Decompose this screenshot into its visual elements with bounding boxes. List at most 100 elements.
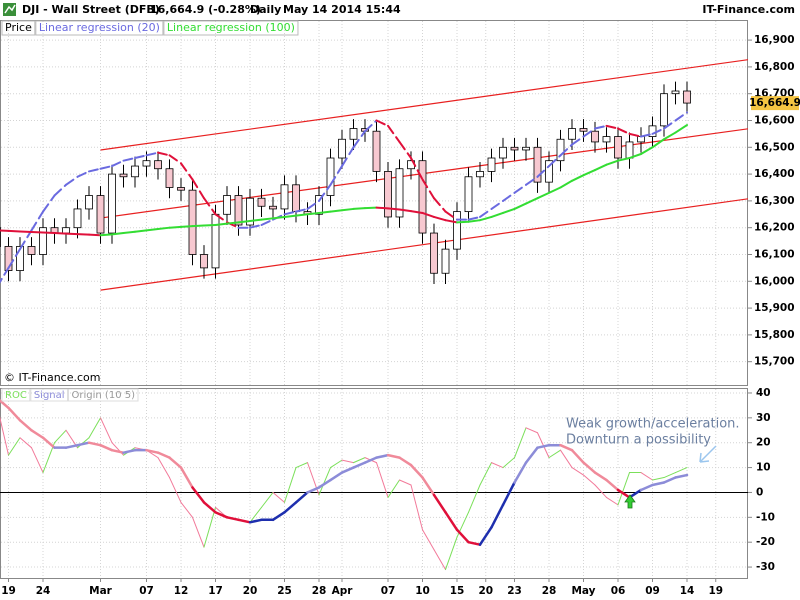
datetime: May 14 2014 15:44	[283, 3, 401, 16]
y-tick-label: 16,300	[754, 195, 795, 207]
line-segment	[122, 448, 137, 454]
price-legend: Price Linear regression (20) Linear regres…	[1, 20, 299, 36]
candle-body	[499, 146, 507, 159]
line-segment	[663, 131, 677, 141]
line-segment	[272, 215, 286, 220]
line-segment	[375, 453, 390, 459]
legend-entry: Price	[5, 21, 32, 34]
y-tick-label: 16,800	[754, 61, 795, 73]
line-segment	[582, 169, 596, 177]
line-segment	[330, 459, 343, 469]
line-segment	[502, 207, 516, 214]
line-segment	[651, 481, 666, 487]
quote: 16,664.9 (-0.28%)	[150, 3, 261, 16]
line-segment	[548, 449, 561, 459]
x-tick-label: 19	[708, 585, 723, 597]
line-segment	[605, 478, 620, 492]
line-segment	[99, 165, 113, 170]
line-segment	[341, 146, 355, 168]
candle-body	[533, 146, 542, 183]
candle-body	[292, 184, 300, 213]
line-segment	[306, 211, 320, 216]
x-tick-label: Apr	[332, 585, 354, 597]
line-segment	[478, 526, 493, 546]
y-tick-label: 16,900	[754, 34, 795, 46]
y-tick-label: -10	[756, 511, 775, 523]
line-segment	[42, 231, 56, 235]
x-tick-label: 28	[542, 585, 557, 597]
line-segment	[65, 232, 79, 236]
line-segment	[0, 398, 10, 410]
period: Daily	[250, 3, 281, 16]
line-segment	[214, 222, 228, 227]
y-tick-label: 16,200	[754, 222, 795, 234]
line-segment	[260, 217, 274, 221]
line-segment	[145, 228, 159, 232]
x-tick-label: 23	[507, 585, 522, 597]
line-segment	[271, 511, 286, 522]
line-segment	[409, 463, 424, 479]
line-segment	[663, 119, 677, 130]
line-segment	[570, 448, 585, 464]
line-segment	[444, 210, 458, 221]
logo-glyph	[4, 4, 16, 14]
candle-body	[16, 246, 24, 271]
line-segment	[675, 467, 688, 474]
candle-body	[395, 168, 404, 218]
line-segment	[674, 124, 688, 134]
candle-body	[476, 171, 484, 178]
line-segment	[352, 207, 366, 210]
line-segment	[249, 224, 263, 229]
line-segment	[421, 211, 435, 218]
line-segment	[179, 466, 194, 489]
candle-body	[453, 211, 461, 250]
x-tick-label: 17	[208, 585, 223, 597]
line-segment	[168, 456, 183, 469]
legend-box	[35, 20, 164, 36]
line-segment	[456, 220, 470, 224]
x-tick-label: 15	[450, 585, 465, 597]
legend-entry: Origin (10 5)	[72, 390, 136, 401]
line-segment	[479, 462, 492, 486]
line-segment	[122, 230, 136, 235]
line-segment	[329, 209, 343, 213]
candle-body	[96, 195, 105, 234]
candle-body	[487, 157, 496, 172]
candle-body	[165, 168, 174, 188]
line-segment	[352, 130, 366, 149]
candle-body	[246, 197, 254, 226]
line-segment	[145, 448, 160, 454]
candle-body	[315, 195, 323, 215]
line-segment	[54, 429, 67, 444]
y-tick-label: 10	[756, 462, 771, 474]
candle-body	[200, 254, 208, 269]
line-segment	[99, 233, 113, 237]
line-segment	[318, 210, 332, 214]
annotation-arrow	[699, 445, 717, 463]
line-segment	[31, 447, 44, 474]
line-segment	[617, 127, 631, 135]
line-segment	[559, 179, 573, 189]
line-segment	[306, 486, 321, 494]
line-segment	[444, 219, 458, 224]
line-segment	[445, 536, 458, 571]
line-segment	[306, 199, 320, 210]
line-segment	[295, 207, 309, 213]
line-segment	[41, 436, 56, 449]
line-segment	[467, 219, 481, 223]
line-segment	[191, 178, 205, 200]
line-segment	[628, 132, 642, 138]
line-segment	[157, 226, 171, 231]
line-segment	[455, 528, 470, 544]
line-segment	[617, 472, 630, 506]
line-segment	[53, 232, 67, 235]
line-segment	[7, 406, 22, 422]
candle-body	[39, 227, 47, 255]
line-segment	[640, 132, 654, 138]
candle-body	[660, 93, 668, 127]
y-tick-label: 30	[756, 412, 771, 424]
line-segment	[341, 207, 355, 212]
candle-body	[522, 146, 530, 151]
candle-body	[27, 246, 36, 255]
candle-body	[257, 197, 266, 207]
